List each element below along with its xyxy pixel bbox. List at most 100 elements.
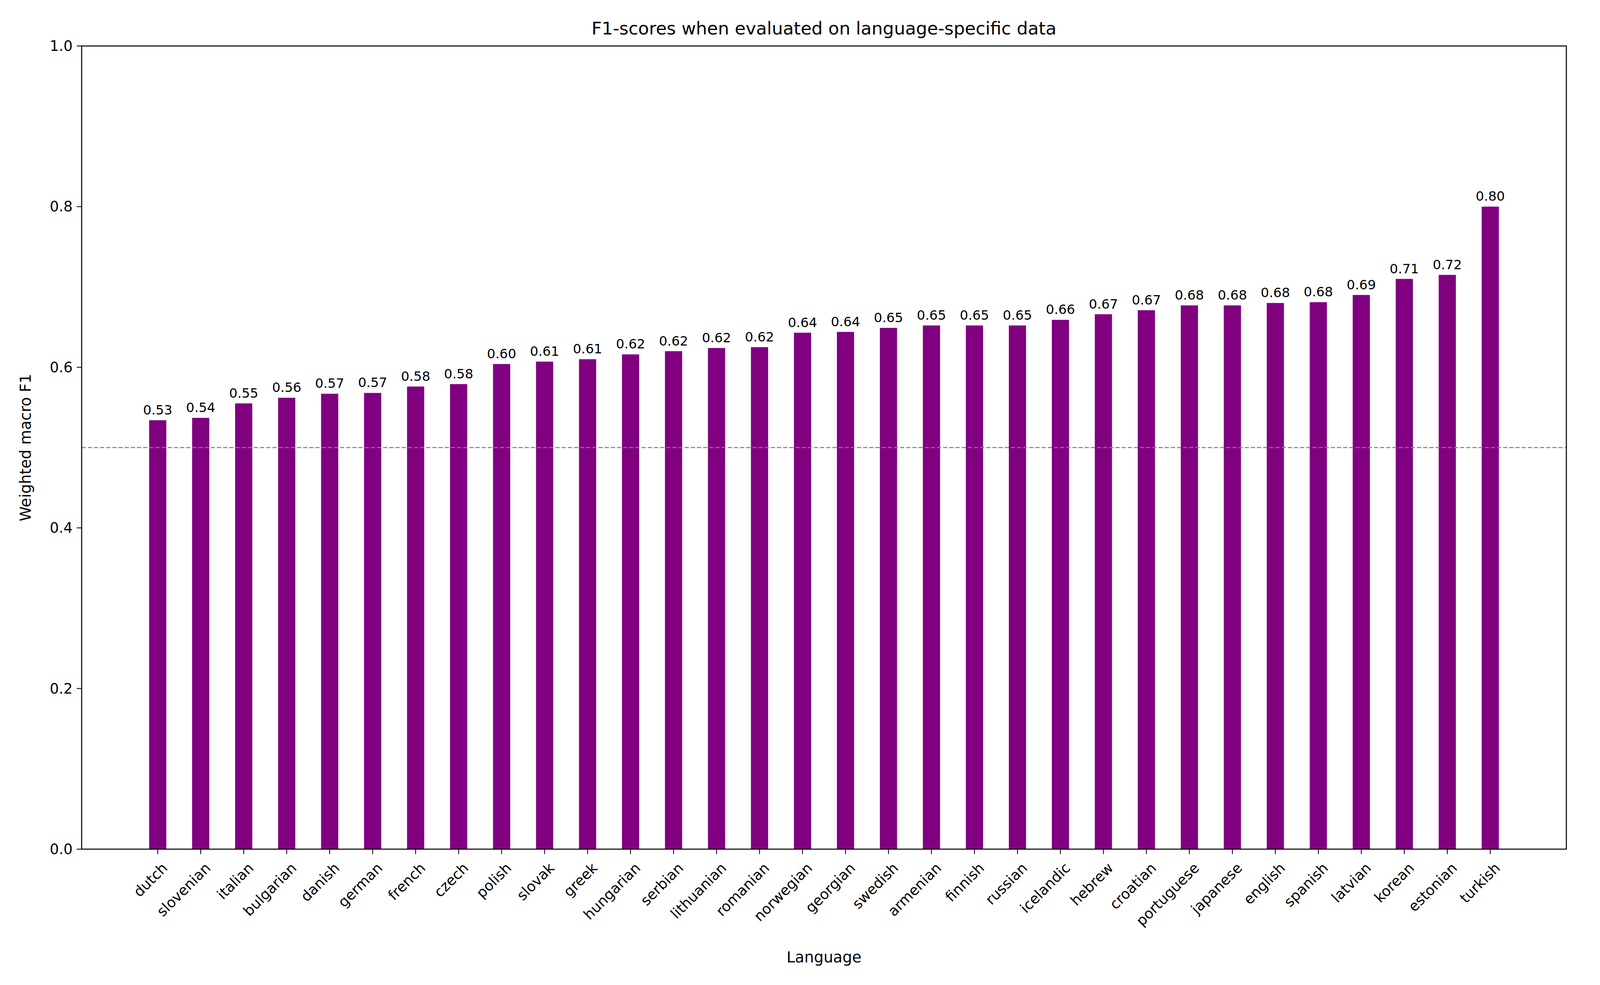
chart: F1-scores when evaluated on language-spe… xyxy=(0,0,1600,985)
bar xyxy=(450,384,468,849)
data-label: 0.58 xyxy=(400,368,430,384)
x-tick-label: bulgarian xyxy=(240,859,300,919)
x-tick xyxy=(243,848,245,854)
x-tick-label: icelandic xyxy=(1017,859,1074,916)
x-tick xyxy=(1017,848,1018,854)
bar xyxy=(235,403,253,849)
data-label: 0.72 xyxy=(1432,256,1462,273)
x-tick xyxy=(1145,848,1147,854)
data-label: 0.62 xyxy=(701,329,732,346)
data-label: 0.56 xyxy=(272,379,302,396)
y-tick xyxy=(76,848,82,850)
x-tick xyxy=(329,848,331,854)
x-tick-label: hungarian xyxy=(580,859,644,923)
y-tick xyxy=(76,527,82,528)
x-tick-label: french xyxy=(384,859,429,903)
bar xyxy=(621,354,640,849)
x-tick xyxy=(587,848,588,854)
data-label: 0.62 xyxy=(615,336,645,352)
data-label: 0.64 xyxy=(830,313,860,330)
y-tick-label: 0.6 xyxy=(49,358,73,376)
data-label: 0.65 xyxy=(960,307,990,323)
bars xyxy=(81,206,1567,849)
x-tick xyxy=(372,848,373,854)
bar xyxy=(965,325,983,849)
bar xyxy=(836,331,855,849)
data-label: 0.67 xyxy=(1131,292,1162,308)
bar xyxy=(1352,294,1370,849)
x-tick xyxy=(1103,848,1104,854)
y-tick-label: 0.2 xyxy=(49,680,73,697)
x-tick-label: slovenian xyxy=(153,859,214,919)
x-tick-label: japanese xyxy=(1187,859,1246,917)
data-label: 0.57 xyxy=(315,375,345,391)
x-tick xyxy=(716,848,718,854)
bar xyxy=(149,420,167,849)
x-tick-label: portuguese xyxy=(1132,859,1203,929)
y-tick-label: 0.0 xyxy=(49,840,73,858)
bar xyxy=(793,332,812,849)
x-tick xyxy=(1446,848,1448,854)
bar xyxy=(1438,274,1456,849)
data-label: 0.53 xyxy=(143,402,173,418)
bar xyxy=(578,358,597,849)
x-tick xyxy=(758,848,760,854)
data-label: 0.69 xyxy=(1346,276,1376,293)
x-tick xyxy=(501,848,503,854)
data-label: 0.66 xyxy=(1045,301,1075,318)
bar xyxy=(708,347,726,849)
x-tick-label: armenian xyxy=(884,859,945,919)
x-tick-label: italian xyxy=(213,859,257,903)
bar xyxy=(1180,305,1198,849)
data-label: 0.57 xyxy=(358,374,388,391)
data-label: 0.65 xyxy=(916,307,947,323)
x-tick-label: turkish xyxy=(1456,859,1504,906)
x-tick xyxy=(1188,848,1190,854)
x-tick xyxy=(1403,848,1405,854)
y-tick xyxy=(76,205,82,207)
data-label: 0.67 xyxy=(1088,296,1118,312)
x-tick xyxy=(157,848,158,854)
x-tick-label: estonian xyxy=(1405,859,1461,915)
y-tick-label: 1.0 xyxy=(49,37,73,55)
bar xyxy=(1309,301,1327,849)
x-tick xyxy=(673,848,675,854)
bar xyxy=(278,397,296,849)
data-label: 0.61 xyxy=(530,343,560,359)
x-tick xyxy=(415,848,416,854)
x-axis-label: Language xyxy=(786,948,862,966)
data-label: 0.65 xyxy=(873,309,903,326)
x-tick xyxy=(973,848,975,854)
x-tick-label: norwegian xyxy=(750,859,816,924)
y-tick-label: 0.8 xyxy=(49,198,73,215)
data-label: 0.68 xyxy=(1217,287,1247,303)
data-label: 0.80 xyxy=(1475,188,1505,204)
bar xyxy=(1223,305,1242,849)
bar xyxy=(750,347,768,849)
data-label: 0.65 xyxy=(1002,307,1032,323)
bar xyxy=(1094,314,1113,849)
reference-line xyxy=(81,446,1567,448)
bar xyxy=(880,327,898,849)
x-tick xyxy=(845,848,846,854)
x-tick xyxy=(1232,848,1233,854)
x-tick-label: english xyxy=(1240,859,1289,908)
x-tick xyxy=(1317,848,1319,854)
bar xyxy=(922,325,940,849)
y-tick xyxy=(76,688,82,689)
x-tick xyxy=(544,848,545,854)
x-tick-label: dutch xyxy=(130,859,172,900)
x-tick-label: slovak xyxy=(513,859,558,904)
data-label: 0.62 xyxy=(658,333,688,349)
bar xyxy=(1051,319,1070,849)
data-label: 0.58 xyxy=(443,365,474,382)
x-tick xyxy=(888,848,890,854)
x-tick-label: spanish xyxy=(1280,859,1332,910)
x-tick-label: czech xyxy=(430,859,472,900)
bar xyxy=(363,392,382,849)
x-tick xyxy=(200,848,202,854)
data-label: 0.61 xyxy=(573,340,603,357)
data-label: 0.55 xyxy=(228,385,259,401)
bar xyxy=(665,351,683,849)
y-tick xyxy=(76,366,82,368)
